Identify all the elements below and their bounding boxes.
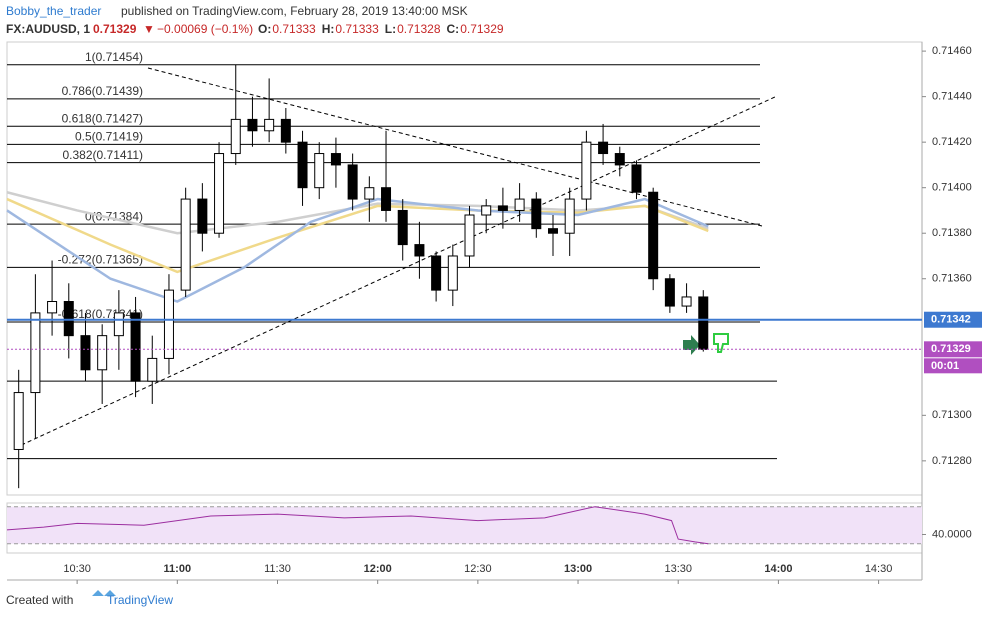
candle-body xyxy=(514,198,525,211)
candle-body xyxy=(30,312,41,394)
y-tick-label: 0.71460 xyxy=(932,45,972,57)
thumbs-down-icon xyxy=(713,333,729,353)
ohlc-key: L: xyxy=(385,22,396,36)
candle-body xyxy=(47,301,58,314)
y-tick-label: 0.71440 xyxy=(932,91,972,103)
x-tick-label: 12:00 xyxy=(364,563,392,575)
candle-body xyxy=(648,191,659,280)
candle-body xyxy=(297,141,308,189)
x-tick-label: 11:00 xyxy=(164,563,192,575)
arrow-icon xyxy=(683,335,700,355)
candle-body xyxy=(230,118,241,155)
rsi-tick-label: 40.0000 xyxy=(932,528,972,540)
x-tick-label: 12:30 xyxy=(464,563,492,575)
ohlc-value: 0.71329 xyxy=(460,22,504,36)
candle-body xyxy=(464,214,475,257)
y-tick-label: 0.71300 xyxy=(932,409,972,421)
x-tick-label: 10:30 xyxy=(63,563,91,575)
x-tick-label: 14:00 xyxy=(764,563,792,575)
candle-body xyxy=(381,187,392,211)
x-tick-label: 13:30 xyxy=(664,563,692,575)
published: published on TradingView.com, February 2… xyxy=(121,4,468,18)
fib-label: 1(0.71454) xyxy=(85,50,143,64)
candle-body xyxy=(481,205,492,216)
fib-label: 0.618(0.71427) xyxy=(62,111,143,125)
y-tick-label: 0.71380 xyxy=(932,227,972,239)
ohlc-key: C: xyxy=(447,22,460,36)
candle-body xyxy=(247,118,258,132)
change: −0.00069 (−0.1%) xyxy=(157,22,253,36)
candle-body xyxy=(497,205,508,211)
fib-label: 0.382(0.71411) xyxy=(62,148,143,162)
trend-line xyxy=(147,67,763,227)
symbol: FX:AUDUSD, 1 xyxy=(6,22,90,36)
countdown-tag xyxy=(924,358,982,374)
moving-average xyxy=(6,197,709,303)
author[interactable]: Bobby_the_trader xyxy=(6,4,101,18)
candle-body xyxy=(531,198,542,230)
rsi-band xyxy=(7,506,922,544)
fib-label: 0.5(0.71419) xyxy=(75,130,143,144)
candle-body xyxy=(214,153,225,234)
moving-average xyxy=(6,197,709,274)
candle-body xyxy=(163,289,174,359)
candle-body xyxy=(431,255,442,291)
candle-body xyxy=(598,141,609,155)
candle-body xyxy=(547,228,558,234)
price-tag xyxy=(924,341,982,358)
fib-label: 0.786(0.71439) xyxy=(62,84,143,98)
candle-body xyxy=(130,312,141,382)
candle-body xyxy=(197,198,208,234)
x-tick-label: 13:00 xyxy=(564,563,592,575)
ohlc-value: 0.71333 xyxy=(272,22,316,36)
y-tick-label: 0.71280 xyxy=(932,455,972,467)
arrow: ▼ xyxy=(143,22,155,36)
candle-body xyxy=(180,198,191,291)
x-tick-label: 11:30 xyxy=(264,563,291,575)
logo xyxy=(92,590,116,596)
candle-body xyxy=(564,198,575,234)
footer-text: Created with xyxy=(6,593,73,607)
x-tick-label: 14:30 xyxy=(865,563,893,575)
candle-body xyxy=(264,118,275,132)
candle-body xyxy=(581,141,592,200)
price-tag-label: 0.71342 xyxy=(931,314,971,326)
candle-body xyxy=(347,164,358,200)
ohlc-value: 0.71333 xyxy=(335,22,379,36)
ohlc-value: 0.71328 xyxy=(397,22,441,36)
countdown-label: 00:01 xyxy=(931,360,959,372)
y-tick-label: 0.71400 xyxy=(932,182,972,194)
candle-body xyxy=(113,312,124,337)
candle-body xyxy=(147,357,158,382)
candle-body xyxy=(97,335,108,371)
fib-label: 0(0.71384) xyxy=(85,209,143,223)
candle-body xyxy=(631,164,642,193)
price-tag xyxy=(924,311,982,328)
ohlc-key: O: xyxy=(258,22,271,36)
candle-body xyxy=(13,392,24,450)
candle-body xyxy=(63,301,74,337)
candle-body xyxy=(364,187,375,200)
candle-body xyxy=(314,153,325,189)
price-tag-label: 0.71329 xyxy=(931,343,971,355)
candle-body xyxy=(614,153,625,166)
candle-body xyxy=(280,118,291,143)
fib-label: -0.272(0.71365) xyxy=(58,253,143,267)
candle-body xyxy=(330,153,341,166)
brand[interactable]: TradingView xyxy=(107,593,173,607)
candle-body xyxy=(397,209,408,246)
y-tick-label: 0.71360 xyxy=(932,273,972,285)
y-tick-label: 0.71420 xyxy=(932,136,972,148)
candle-body xyxy=(447,255,458,291)
ohlc-key: H: xyxy=(322,22,335,36)
candle-body xyxy=(698,296,709,350)
last: 0.71329 xyxy=(93,22,137,36)
candle-body xyxy=(664,278,675,307)
rsi-line xyxy=(6,506,709,545)
candle-body xyxy=(80,335,91,371)
candle-body xyxy=(681,296,692,307)
candle-body xyxy=(414,244,425,257)
